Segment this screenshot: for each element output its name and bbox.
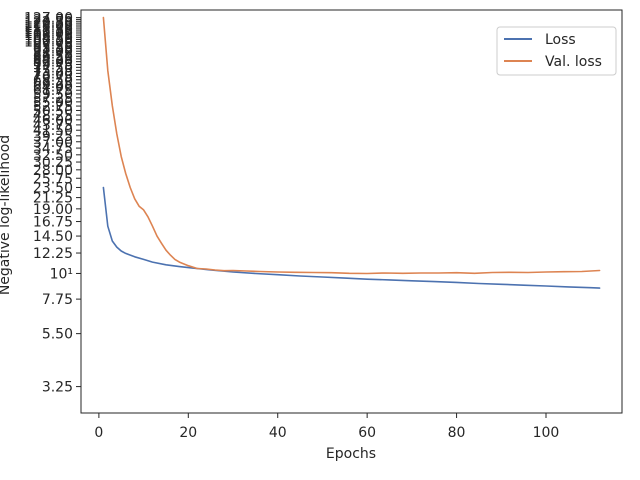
y-tick-label: 122.50	[24, 14, 73, 30]
legend-label: Loss	[545, 32, 576, 48]
y-tick-label: 39.25	[33, 129, 73, 145]
y-tick-label: 28.00	[33, 163, 73, 179]
y-tick-label: 115.75	[24, 20, 73, 36]
y-tick-label: 113.50	[24, 22, 73, 38]
y-tick-label: 73.00	[33, 66, 73, 82]
series-line-val-loss	[102, 16, 601, 275]
y-tick-label: 52.75	[33, 99, 73, 115]
x-axis-title: Epochs	[326, 446, 376, 462]
y-tick-label: 95.50	[33, 39, 73, 55]
x-tick-label: 0	[94, 425, 103, 441]
y-tick-label: 100.00	[24, 35, 73, 51]
y-tick-label: 10¹	[50, 266, 73, 282]
y-tick-label: 97.75	[33, 37, 73, 53]
y-tick-label: 91.00	[33, 44, 73, 60]
x-tick-label: 80	[448, 425, 466, 441]
y-tick-label: 93.25	[33, 42, 73, 58]
plot-area	[80, 9, 623, 414]
y-axis-title: Negative log-likelihood	[0, 135, 13, 295]
y-tick-label: 30.25	[33, 155, 73, 171]
y-tick-label: 127.00	[24, 11, 73, 27]
y-tick-label: 57.25	[33, 91, 73, 107]
y-tick-label: 34.75	[33, 141, 73, 157]
y-tick-label: 7.75	[42, 292, 73, 308]
axis-ticks: 0 20 40 60 80 100 3.25 5.50 7.75 10¹ 12.2514.5016.…	[24, 11, 559, 441]
y-tick-label: 61.75	[33, 83, 73, 99]
y-tick-label: 59.50	[33, 87, 73, 103]
y-tick-label: 106.75	[24, 28, 73, 44]
y-tick-label: 16.75	[33, 215, 73, 231]
y-tick-label: 109.00	[24, 26, 73, 42]
y-tick-label: 14.50	[33, 229, 73, 245]
y-tick-label: 84.25	[33, 52, 73, 68]
y-tick-label: 5.50	[42, 327, 73, 343]
y-tick-label: 64.00	[33, 80, 73, 96]
y-tick-label: 79.75	[33, 57, 73, 73]
y-tick-label: 104.50	[24, 30, 73, 46]
x-tick-label: 60	[358, 425, 376, 441]
y-tick-label: 75.25	[33, 63, 73, 79]
y-tick-label: 25.75	[33, 171, 73, 187]
y-tick-label: 32.50	[33, 148, 73, 164]
y-tick-label: 48.25	[33, 108, 73, 124]
axes-frame	[80, 9, 623, 414]
y-tick-label: 21.25	[33, 191, 73, 207]
series-line-loss	[102, 186, 601, 289]
y-tick-label: 111.25	[24, 24, 73, 40]
y-tick-label: 124.75	[24, 12, 73, 28]
y-tick-label: 3.25	[42, 380, 73, 396]
y-tick-label: 120.25	[24, 16, 73, 32]
y-tick-label: 23.50	[33, 180, 73, 196]
y-tick-label: 43.75	[33, 118, 73, 134]
y-tick-label: 82.00	[33, 55, 73, 71]
x-tick-label: 20	[179, 425, 197, 441]
legend: Loss Val. loss	[496, 26, 617, 76]
y-tick-label: 102.25	[24, 32, 73, 48]
y-tick-label: 41.50	[33, 123, 73, 139]
y-tick-label: 37.00	[33, 135, 73, 151]
y-tick-label: 77.50	[33, 60, 73, 76]
y-tick-label: 46.00	[33, 113, 73, 129]
y-tick-label: 88.75	[33, 47, 73, 63]
y-tick-label: 66.25	[33, 76, 73, 92]
x-tick-label: 100	[533, 425, 560, 441]
y-tick-label: 50.50	[33, 103, 73, 119]
y-tick-label: 118.00	[24, 18, 73, 34]
y-tick-label: 86.50	[33, 49, 73, 65]
y-tick-label: 12.25	[33, 246, 73, 262]
y-tick-label: 68.50	[33, 73, 73, 89]
y-tick-label: 55.00	[33, 95, 73, 111]
y-tick-label: 19.00	[33, 202, 73, 218]
x-tick-label: 40	[269, 425, 287, 441]
y-tick-label: 70.75	[33, 70, 73, 86]
legend-label: Val. loss	[545, 54, 602, 70]
